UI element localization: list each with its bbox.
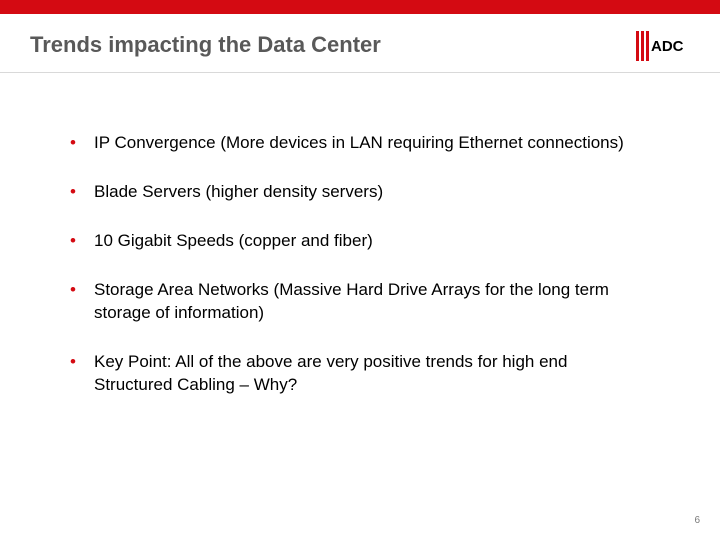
list-item: • IP Convergence (More devices in LAN re… <box>70 132 630 155</box>
bullet-text: Storage Area Networks (Massive Hard Driv… <box>94 279 630 325</box>
list-item: • 10 Gigabit Speeds (copper and fiber) <box>70 230 630 253</box>
bullet-icon: • <box>70 132 94 155</box>
bullet-text: IP Convergence (More devices in LAN requ… <box>94 132 630 155</box>
title-area: Trends impacting the Data Center <box>30 32 590 58</box>
top-accent-bar <box>0 0 720 14</box>
logo-text: ADC <box>651 38 684 55</box>
bullet-text: Blade Servers (higher density servers) <box>94 181 630 204</box>
list-item: • Blade Servers (higher density servers) <box>70 181 630 204</box>
page-number: 6 <box>694 515 700 526</box>
list-item: • Key Point: All of the above are very p… <box>70 351 630 397</box>
logo-bar <box>641 31 644 61</box>
bullet-icon: • <box>70 181 94 204</box>
logo-bar <box>646 31 649 61</box>
title-underline <box>0 72 720 73</box>
bullet-text: 10 Gigabit Speeds (copper and fiber) <box>94 230 630 253</box>
logo: ADC <box>636 28 692 64</box>
bullet-icon: • <box>70 230 94 253</box>
bullet-icon: • <box>70 279 94 302</box>
list-item: • Storage Area Networks (Massive Hard Dr… <box>70 279 630 325</box>
content-area: • IP Convergence (More devices in LAN re… <box>70 132 630 423</box>
bullet-icon: • <box>70 351 94 374</box>
logo-bars <box>636 31 649 61</box>
slide: Trends impacting the Data Center ADC • I… <box>0 0 720 540</box>
page-title: Trends impacting the Data Center <box>30 32 590 58</box>
logo-bar <box>636 31 639 61</box>
bullet-text: Key Point: All of the above are very pos… <box>94 351 630 397</box>
